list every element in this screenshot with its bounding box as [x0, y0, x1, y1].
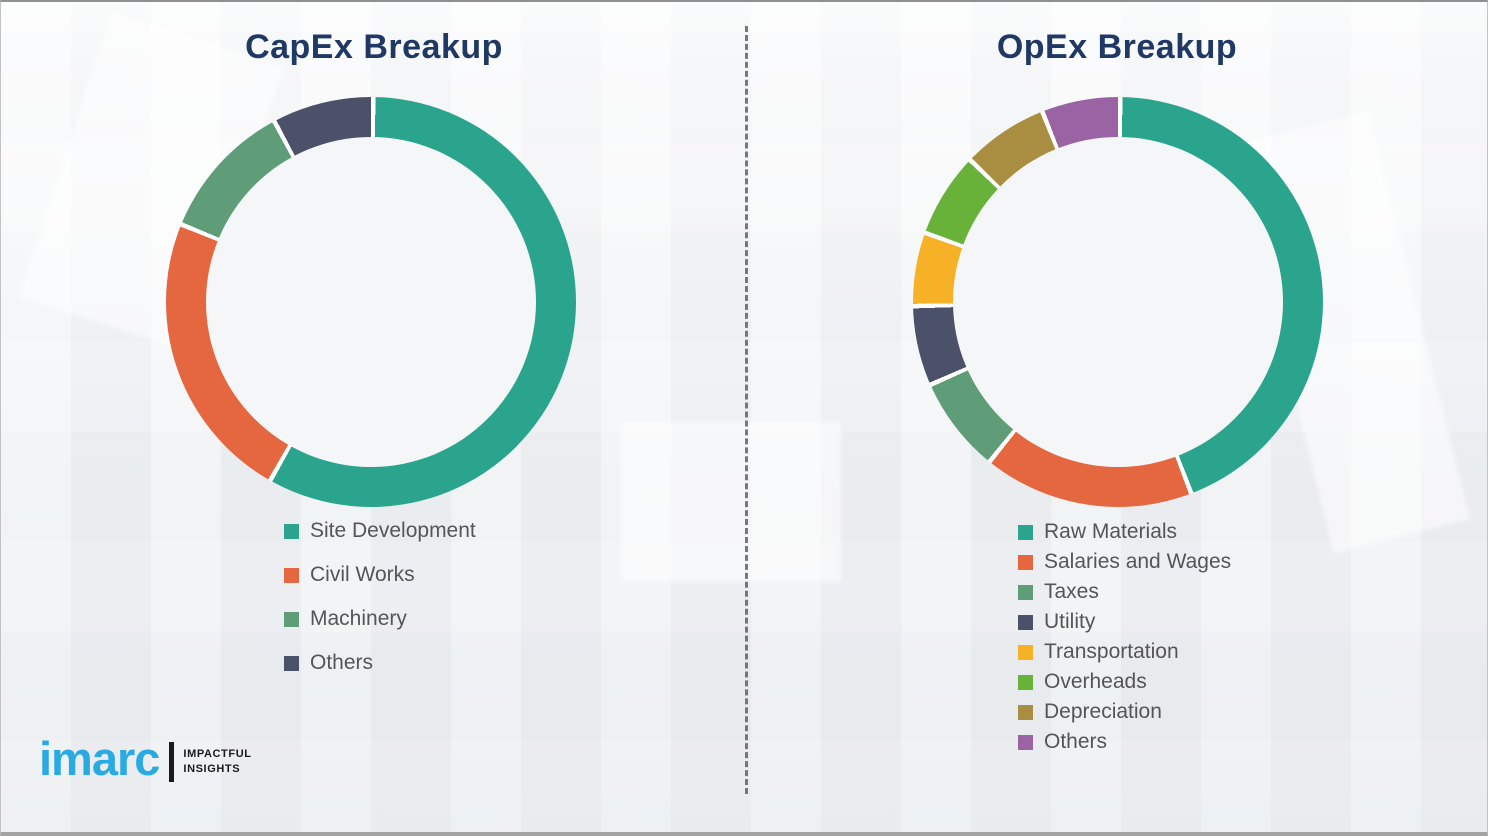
legend-swatch [1018, 584, 1033, 600]
capex-donut-hole [206, 137, 536, 467]
legend-item: Transportation [1018, 637, 1231, 667]
legend-swatch [1018, 614, 1033, 630]
logo-tagline: IMPACTFUL INSIGHTS [183, 748, 251, 774]
legend-label: Depreciation [1044, 700, 1162, 723]
logo-tagline-line2: INSIGHTS [183, 762, 241, 775]
legend-label: Site Development [310, 519, 476, 542]
capex-donut-chart [166, 97, 576, 507]
legend-label: Salaries and Wages [1044, 550, 1232, 573]
legend-item: Civil Works [284, 553, 476, 597]
legend-label: Machinery [310, 607, 407, 630]
legend-label: Civil Works [310, 563, 415, 586]
legend-label: Transportation [1044, 640, 1179, 663]
legend-item: Site Development [284, 509, 476, 553]
imarc-logo: imarc IMPACTFUL INSIGHTS [39, 732, 252, 785]
capex-legend: Site Development Civil Works Machinery Othe… [284, 509, 476, 685]
legend-label: Overheads [1044, 670, 1147, 693]
logo-tagline-line1: IMPACTFUL [183, 748, 252, 761]
opex-legend: Raw Materials Salaries and Wages Taxes Util… [1018, 517, 1231, 757]
legend-swatch [1018, 704, 1033, 720]
legend-item: Others [284, 641, 476, 685]
legend-item: Others [1018, 727, 1231, 757]
opex-donut-chart [913, 97, 1323, 507]
legend-item: Utility [1018, 607, 1231, 637]
legend-label: Others [1044, 730, 1108, 753]
imarc-logo-text: imarc [39, 732, 160, 785]
legend-label: Others [310, 651, 374, 674]
logo-divider-bar [169, 741, 175, 782]
legend-label: Utility [1044, 610, 1096, 633]
watermark-streak [621, 422, 841, 582]
legend-item: Overheads [1018, 667, 1231, 697]
legend-swatch [1018, 734, 1033, 750]
legend-item: Machinery [284, 597, 476, 641]
opex-title: OpEx Breakup [996, 28, 1238, 66]
legend-swatch [284, 523, 299, 539]
legend-item: Taxes [1018, 577, 1231, 607]
legend-label: Taxes [1044, 580, 1099, 603]
legend-swatch [1018, 554, 1033, 570]
legend-label: Raw Materials [1044, 520, 1178, 543]
vertical-dashed-divider [745, 26, 748, 794]
legend-swatch [284, 611, 299, 627]
legend-swatch [1018, 524, 1033, 540]
legend-swatch [1018, 674, 1033, 690]
opex-donut-hole [953, 137, 1283, 467]
legend-swatch [284, 655, 299, 671]
legend-item: Depreciation [1018, 697, 1231, 727]
legend-item: Salaries and Wages [1018, 547, 1231, 577]
legend-swatch [1018, 644, 1033, 660]
capex-title: CapEx Breakup [245, 28, 503, 66]
legend-swatch [284, 567, 299, 583]
legend-item: Raw Materials [1018, 517, 1231, 547]
